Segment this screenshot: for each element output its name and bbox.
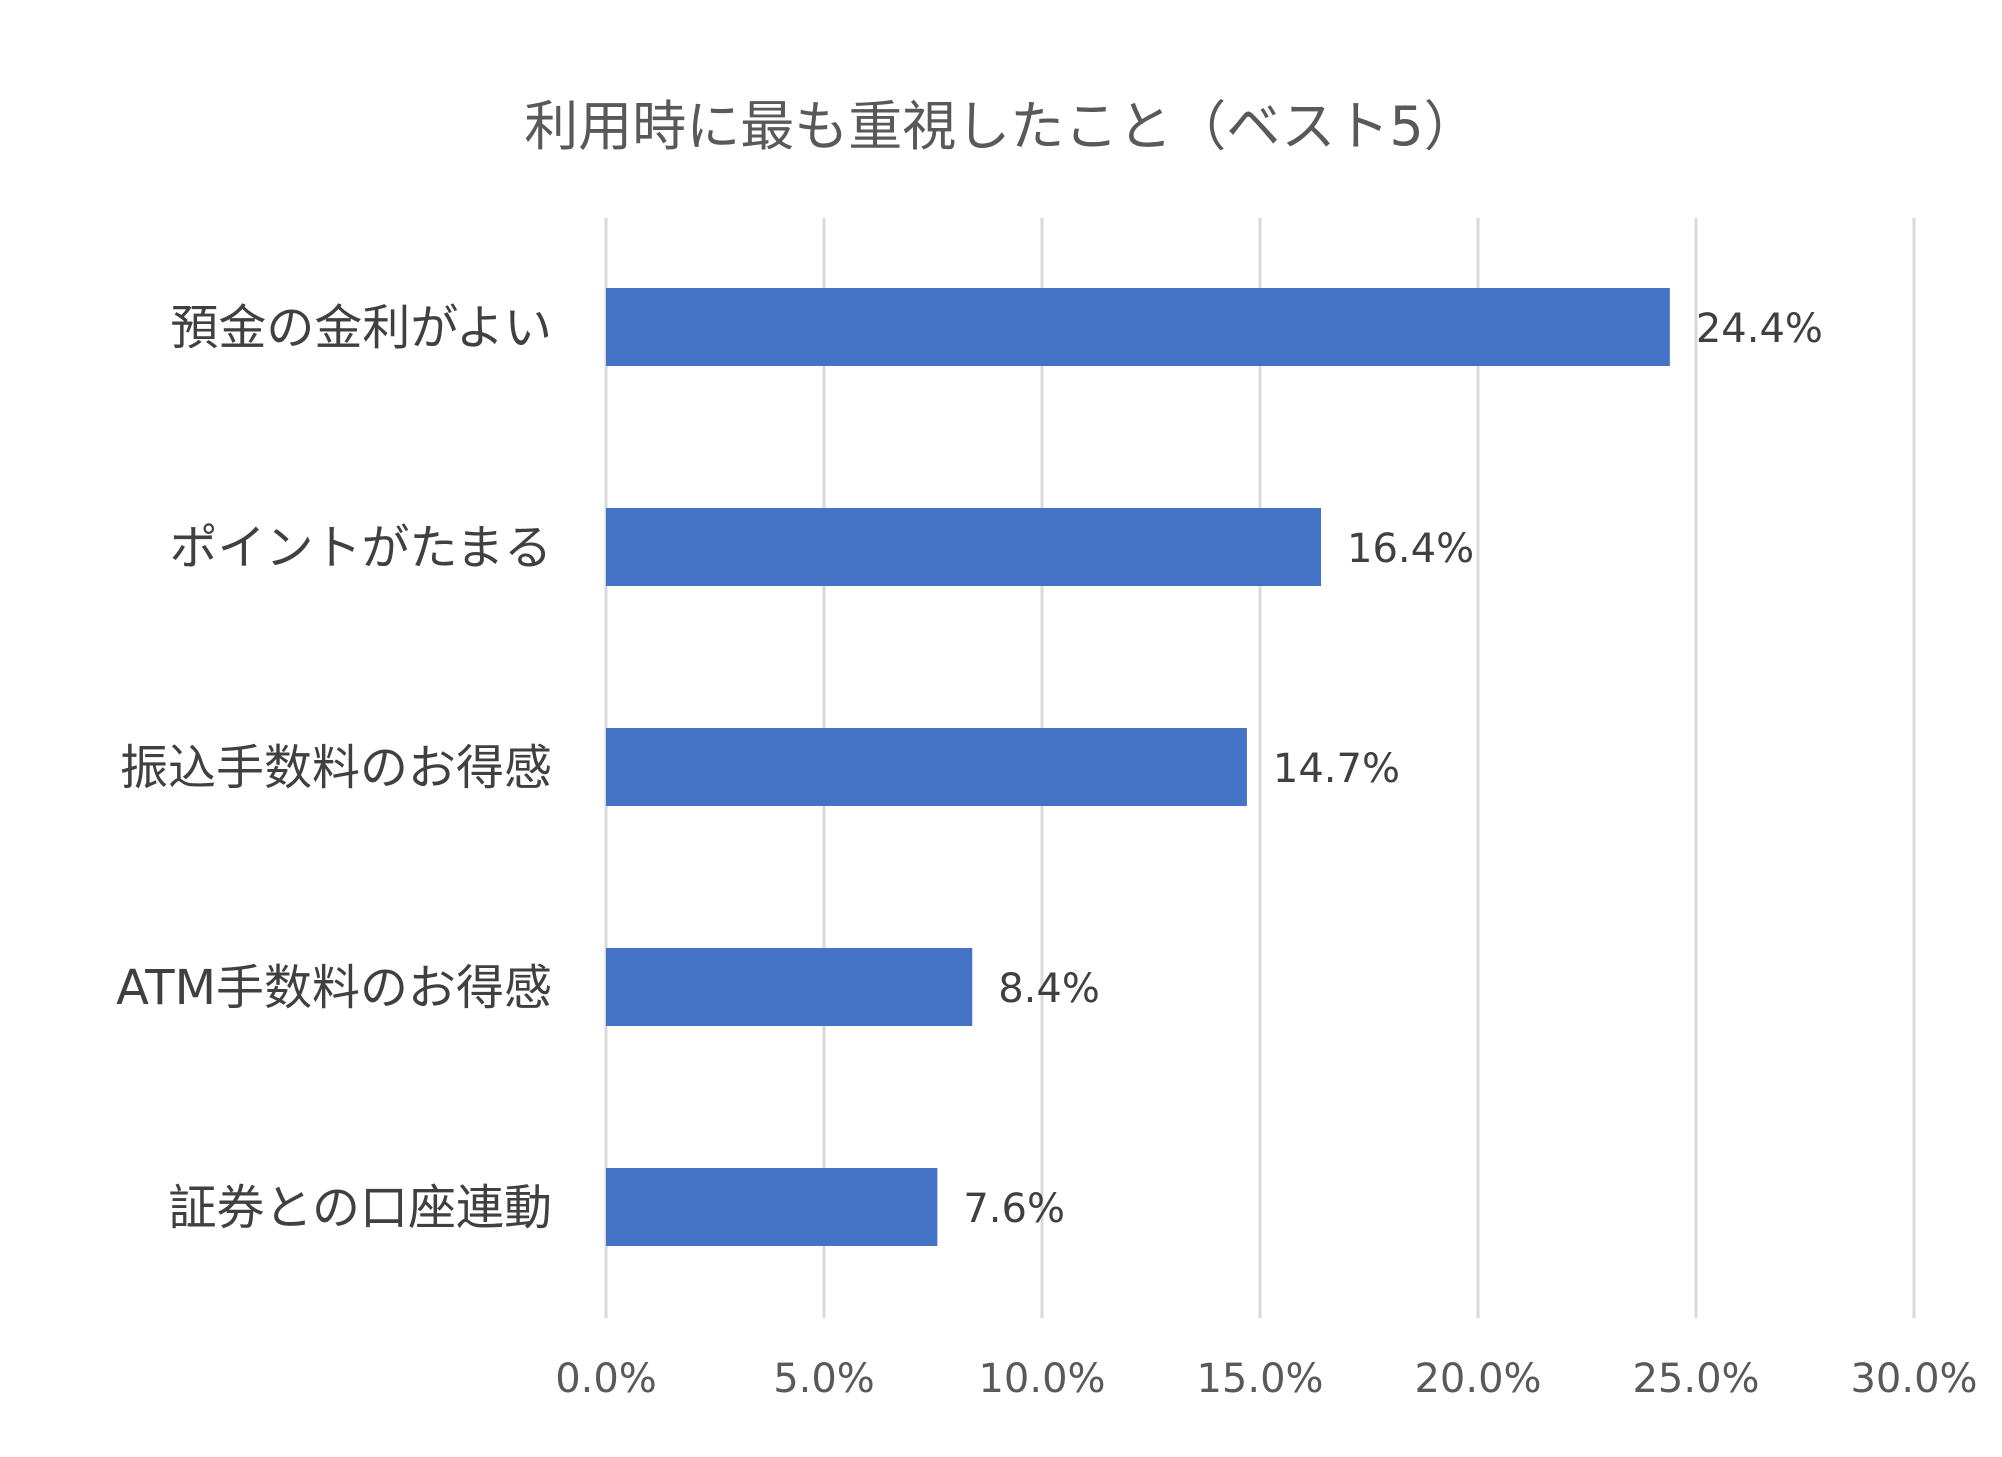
- data-label: 16.4%: [1347, 526, 1474, 572]
- chart-title: 利用時に最も重視したこと（ベスト5）: [524, 95, 1477, 158]
- category-label: ATM手数料のお得感: [116, 960, 552, 1016]
- data-label: 14.7%: [1273, 746, 1400, 792]
- category-label: 振込手数料のお得感: [120, 740, 552, 796]
- x-tick-label: 15.0%: [1196, 1356, 1323, 1402]
- bars: [606, 288, 1670, 1246]
- bar: [606, 288, 1670, 366]
- bar: [606, 508, 1322, 586]
- bar: [606, 948, 973, 1026]
- x-tick-label: 25.0%: [1632, 1356, 1759, 1402]
- x-tick-label: 10.0%: [978, 1356, 1105, 1402]
- category-label: ポイントがたまる: [169, 520, 552, 576]
- x-tick-label: 20.0%: [1414, 1356, 1541, 1402]
- data-label: 8.4%: [998, 966, 1100, 1012]
- data-label: 7.6%: [963, 1186, 1065, 1232]
- x-tick-label: 30.0%: [1850, 1356, 1977, 1402]
- data-label: 24.4%: [1696, 306, 1823, 352]
- data-labels: 24.4% 16.4% 14.7% 8.4% 7.6%: [963, 306, 1823, 1232]
- category-label: 証券との口座連動: [168, 1180, 552, 1236]
- bar: [606, 728, 1247, 806]
- category-label: 預金の金利がよい: [170, 300, 552, 356]
- bar: [606, 1168, 938, 1246]
- x-axis-tick-labels: 0.0% 5.0% 10.0% 15.0% 20.0% 25.0% 30.0%: [555, 1356, 1977, 1402]
- x-tick-label: 5.0%: [773, 1356, 875, 1402]
- x-tick-label: 0.0%: [555, 1356, 657, 1402]
